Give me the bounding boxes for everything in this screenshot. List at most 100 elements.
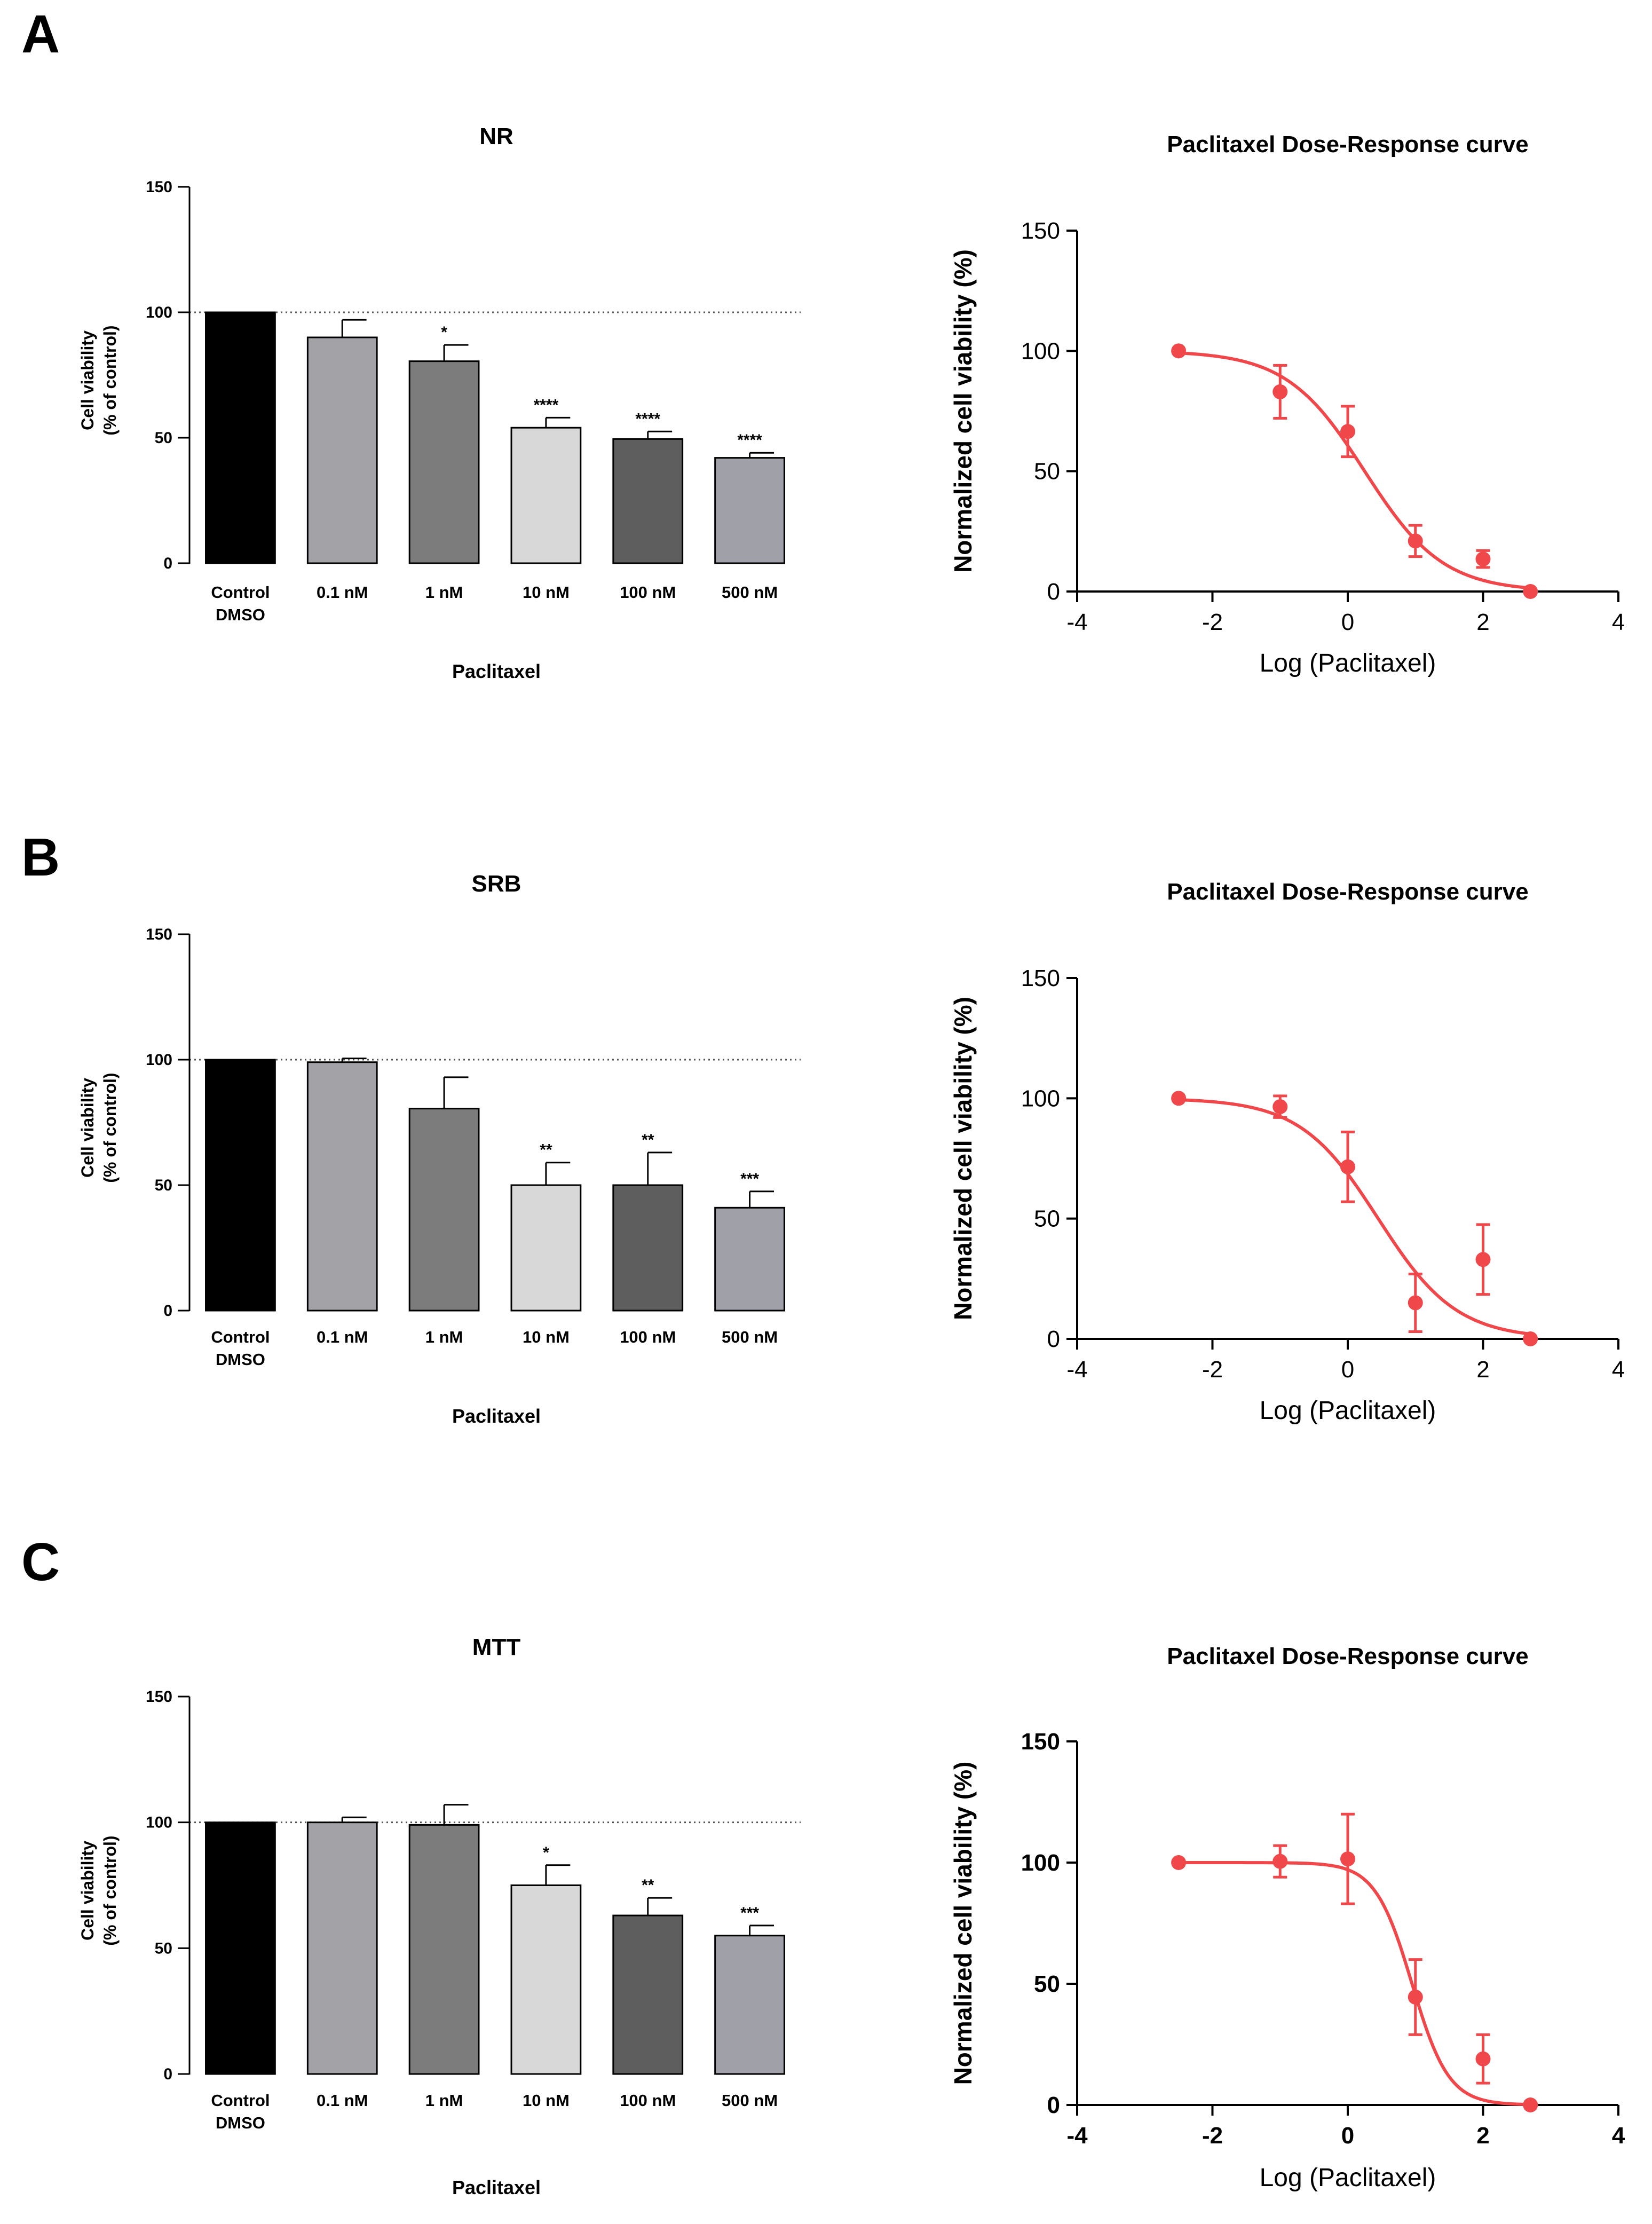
x-tick-label-line: DMSO (216, 1350, 265, 1369)
chart-title: Paclitaxel Dose-Response curve (1167, 879, 1528, 905)
y-tick-label: 0 (163, 555, 172, 572)
significance-label: *** (740, 1904, 759, 1922)
x-axis-label: Log (Paclitaxel) (1260, 1397, 1436, 1425)
y-axis-label-line: (% of control) (100, 1072, 120, 1182)
x-tick-label-line: 1 nM (425, 2091, 463, 2110)
y-tick-label: 0 (1047, 2092, 1060, 2118)
bar (510, 1184, 582, 1312)
x-tick-label: 0.1 nM (317, 583, 368, 602)
panel-letter-c: C (21, 1532, 60, 1592)
significance-label: * (543, 1844, 549, 1862)
bar (408, 360, 480, 564)
data-point (1340, 424, 1355, 439)
y-tick-label: 150 (146, 178, 172, 196)
y-tick-label: 50 (155, 429, 172, 447)
bar-chart-b: SRB 0 50 100 150 Cell viability (% of control)… (78, 871, 801, 1427)
x-tick-label: 0.1 nM (317, 2091, 368, 2110)
x-axis-label: Paclitaxel (452, 2176, 541, 2198)
data-point (1523, 584, 1538, 599)
significance-label: **** (534, 396, 559, 414)
x-axis-label: Paclitaxel (452, 660, 541, 682)
y-axis-label-line: Cell viability (78, 330, 97, 430)
data-point (1475, 551, 1491, 567)
y-tick-label: 150 (1021, 965, 1060, 991)
data-point (1408, 1295, 1423, 1311)
data-point (1523, 2097, 1538, 2112)
significance-label: **** (635, 410, 660, 428)
x-tick-label: 4 (1612, 1357, 1625, 1383)
bar (205, 1821, 276, 2075)
data-point (1171, 1855, 1187, 1870)
x-tick-label: Control DMSO (211, 583, 270, 624)
bar (408, 1824, 480, 2075)
x-tick-label: 100 nM (620, 1328, 676, 1346)
chart-title: Paclitaxel Dose-Response curve (1167, 1643, 1528, 1669)
y-tick-label: 100 (146, 1814, 172, 1832)
data-point (1475, 2051, 1491, 2067)
x-tick-label: 0.1 nM (317, 1328, 368, 1346)
data-point (1475, 1252, 1491, 1267)
fit-curve (1178, 1098, 1531, 1336)
x-tick-label: 2 (1476, 609, 1489, 635)
chart-title: SRB (472, 871, 521, 897)
fit-curve (1178, 351, 1531, 590)
data-point (1340, 1851, 1355, 1867)
x-tick-label: 1 nM (425, 1328, 463, 1346)
y-tick-label: 50 (1034, 1971, 1060, 1997)
x-tick-label: 100 nM (620, 583, 676, 602)
bar (510, 427, 582, 564)
bar (714, 1935, 785, 2075)
significance-label: * (441, 324, 447, 341)
y-tick-label: 100 (1021, 1850, 1060, 1876)
x-tick-label: 0 (1341, 609, 1354, 635)
x-tick-label: 2 (1476, 1357, 1489, 1383)
data-point (1340, 1159, 1355, 1174)
x-tick-label: 100 nM (620, 2091, 676, 2110)
x-tick-label-line: Control (211, 583, 270, 602)
x-tick-label: -4 (1066, 609, 1087, 635)
y-axis-label: Normalized cell viability (%) (949, 997, 977, 1320)
y-tick-label: 50 (155, 1177, 172, 1194)
x-tick-label: 500 nM (722, 1328, 778, 1346)
bar (205, 311, 276, 564)
bar-chart-c: MTT 0 50 100 150 Cell viability (% of control)… (78, 1634, 801, 2198)
x-tick-label-line: 10 nM (523, 2091, 570, 2110)
significance-label: ** (540, 1141, 552, 1159)
x-tick-label-line: 100 nM (620, 2091, 676, 2110)
x-tick-label-line: 1 nM (425, 1328, 463, 1346)
x-tick-label-line: 10 nM (523, 583, 570, 602)
y-axis-label: Normalized cell viability (%) (949, 1762, 977, 2085)
chart-title: Paclitaxel Dose-Response curve (1167, 131, 1528, 157)
x-tick-label-line: 1 nM (425, 583, 463, 602)
y-tick-label: 50 (1034, 459, 1060, 485)
bar (306, 1061, 378, 1312)
x-tick-label: -2 (1202, 609, 1223, 635)
x-tick-label-line: Control (211, 1328, 270, 1346)
x-tick-label-line: 500 nM (722, 1328, 778, 1346)
y-tick-label: 50 (155, 1939, 172, 1957)
x-tick-label-line: 0.1 nM (317, 583, 368, 602)
bar (408, 1108, 480, 1312)
y-tick-label: 150 (146, 926, 172, 943)
x-tick-label-line: 100 nM (620, 1328, 676, 1346)
y-axis-label-line: Cell viability (78, 1841, 97, 1941)
x-tick-label: 4 (1612, 2123, 1625, 2149)
panel-letter-b: B (21, 827, 60, 887)
x-tick-label: Control DMSO (211, 1328, 270, 1369)
y-tick-label: 150 (146, 1688, 172, 1706)
x-tick-label: 4 (1612, 609, 1625, 635)
x-axis-label: Paclitaxel (452, 1405, 541, 1427)
data-point (1408, 533, 1423, 549)
y-tick-label: 100 (146, 1051, 172, 1069)
bar (306, 1821, 378, 2075)
panel-letter-a: A (21, 4, 60, 64)
x-axis-label: Log (Paclitaxel) (1260, 2164, 1436, 2192)
chart-title: MTT (472, 1634, 521, 1660)
significance-label: ** (642, 1131, 654, 1149)
x-tick-label-line: DMSO (216, 2113, 265, 2132)
bar (612, 438, 684, 564)
chart-title: NR (479, 123, 513, 149)
bar (612, 1914, 684, 2075)
x-tick-label-line: Control (211, 2091, 270, 2110)
